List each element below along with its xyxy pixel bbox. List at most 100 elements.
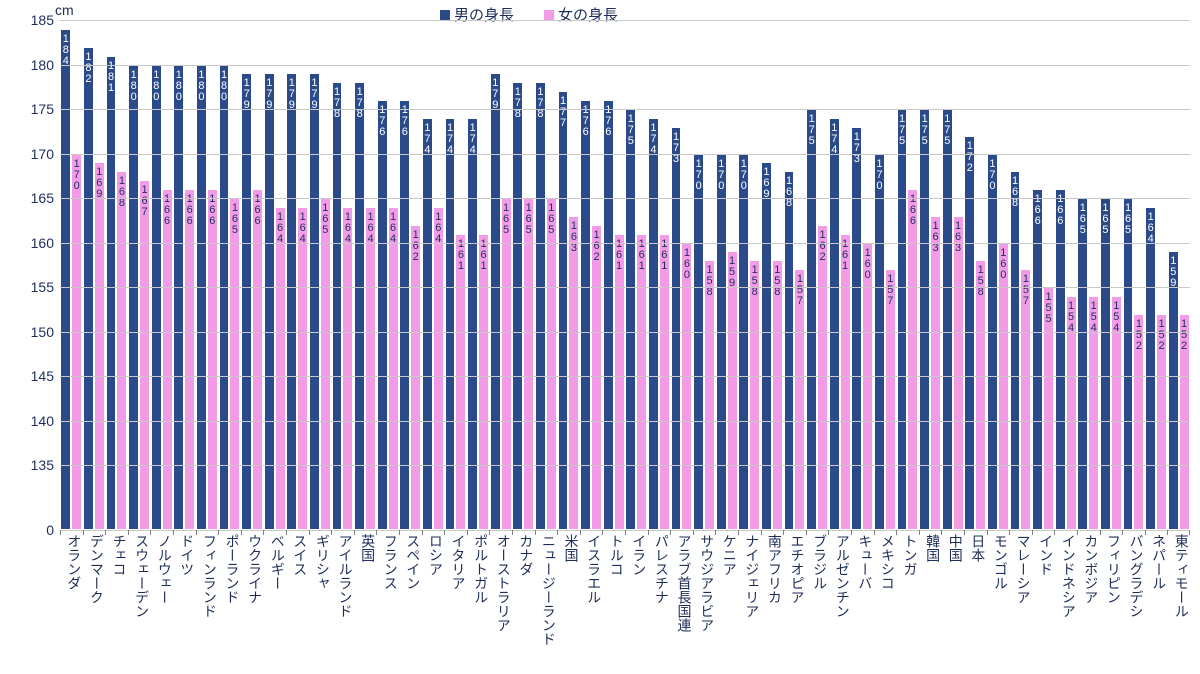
bar-label-female: 152 [1133, 318, 1145, 351]
bar-male: 180 [196, 65, 207, 530]
height-chart: cm 男の身長 女の身長 184170182169181168180167180… [0, 0, 1200, 674]
x-category-label: ウクライナ [245, 534, 265, 604]
bar-slot: 166154 [1054, 20, 1077, 530]
bar-female: 163 [953, 216, 964, 530]
bar-label-female: 159 [726, 255, 738, 288]
bar-female: 161 [455, 234, 466, 530]
bar-male: 175 [919, 109, 930, 530]
x-category-label: トルコ [607, 534, 627, 576]
bar-label-female: 160 [997, 247, 1009, 280]
bar-female: 160 [681, 243, 692, 530]
bar-slot: 181168 [105, 20, 128, 530]
bar-slot: 184170 [60, 20, 83, 530]
y-unit-label: cm [55, 2, 74, 18]
x-tick [444, 530, 445, 535]
bar-male: 175 [942, 109, 953, 530]
bar-slot: 174161 [444, 20, 467, 530]
bar-label-male: 168 [783, 175, 795, 208]
x-category-label: オランダ [64, 534, 84, 590]
y-tick-label: 175 [22, 101, 54, 117]
x-tick [60, 530, 61, 535]
bar-male: 184 [60, 29, 71, 530]
bar-slot: 178165 [535, 20, 558, 530]
y-tick-label: 150 [22, 324, 54, 340]
y-tick-label: 170 [22, 146, 54, 162]
plot-area: 1841701821691811681801671801661801661801… [60, 20, 1190, 530]
x-tick [331, 530, 332, 535]
x-tick [1167, 530, 1168, 535]
x-category-label: ポーランド [223, 534, 243, 604]
bar-male: 173 [851, 127, 862, 530]
bar-female: 155 [1043, 287, 1054, 530]
bar-male: 174 [445, 118, 456, 530]
x-category-label: 英国 [358, 534, 378, 562]
x-tick [557, 530, 558, 535]
bar-male: 164 [1145, 207, 1156, 530]
x-tick [218, 530, 219, 535]
bar-male: 168 [1010, 171, 1021, 530]
bar-female: 164 [433, 207, 444, 530]
bar-female: 159 [727, 251, 738, 530]
bar-label-female: 158 [749, 264, 761, 297]
bar-label-female: 154 [1065, 300, 1077, 333]
bar-slot: 180166 [196, 20, 219, 530]
bar-male: 169 [761, 162, 772, 530]
bar-label-male: 179 [308, 77, 320, 110]
bar-label-male: 179 [241, 77, 253, 110]
bar-slot: 165154 [1077, 20, 1100, 530]
legend-swatch-female [544, 10, 554, 20]
bar-female: 165 [501, 198, 512, 530]
bar-label-male: 172 [964, 140, 976, 173]
x-category-label: フィリピン [1104, 534, 1124, 604]
y-tick-label: 165 [22, 190, 54, 206]
x-tick [376, 530, 377, 535]
x-category-label: イラン [629, 534, 649, 576]
bar-male: 174 [648, 118, 659, 530]
bar-male: 178 [354, 82, 365, 530]
bar-slot: 182169 [83, 20, 106, 530]
bar-male: 174 [467, 118, 478, 530]
x-category-label: ニュージーランド [539, 534, 559, 646]
bar-label-male: 165 [1099, 202, 1111, 235]
bars-container: 1841701821691811681801671801661801661801… [60, 20, 1190, 530]
bar-label-male: 170 [693, 158, 705, 191]
x-category-label: フィンランド [200, 534, 220, 618]
x-tick [941, 530, 942, 535]
bar-label-male: 175 [806, 113, 818, 146]
bar-slot: 165154 [1100, 20, 1123, 530]
bar-label-female: 165 [523, 202, 535, 235]
y-tick-label: 180 [22, 57, 54, 73]
x-tick [535, 530, 536, 535]
gridline [60, 376, 1190, 377]
bar-slot: 174161 [648, 20, 671, 530]
x-tick [128, 530, 129, 535]
bar-female: 164 [365, 207, 376, 530]
bar-slot: 180166 [173, 20, 196, 530]
y-tick-label: 145 [22, 368, 54, 384]
x-category-label: デンマーク [87, 534, 107, 604]
bar-slot: 176161 [602, 20, 625, 530]
bar-male: 180 [219, 65, 230, 530]
x-category-label: 日本 [968, 534, 988, 562]
bar-label-male: 180 [150, 69, 162, 102]
x-category-label: カナダ [516, 534, 536, 576]
x-tick [851, 530, 852, 535]
gridline [60, 421, 1190, 422]
x-tick [173, 530, 174, 535]
bar-female: 160 [862, 243, 873, 530]
bar-female: 152 [1156, 314, 1167, 530]
bar-label-male: 174 [828, 122, 840, 155]
x-tick [828, 530, 829, 535]
x-tick [602, 530, 603, 535]
bar-male: 175 [806, 109, 817, 530]
x-category-label: 韓国 [923, 534, 943, 562]
bar-label-female: 163 [952, 220, 964, 253]
bar-label-male: 170 [715, 158, 727, 191]
bar-female: 166 [162, 189, 173, 530]
bar-label-male: 175 [896, 113, 908, 146]
bar-female: 166 [184, 189, 195, 530]
bar-label-female: 160 [862, 247, 874, 280]
bar-female: 152 [1133, 314, 1144, 530]
bar-label-female: 157 [794, 273, 806, 306]
bar-male: 165 [1123, 198, 1134, 530]
